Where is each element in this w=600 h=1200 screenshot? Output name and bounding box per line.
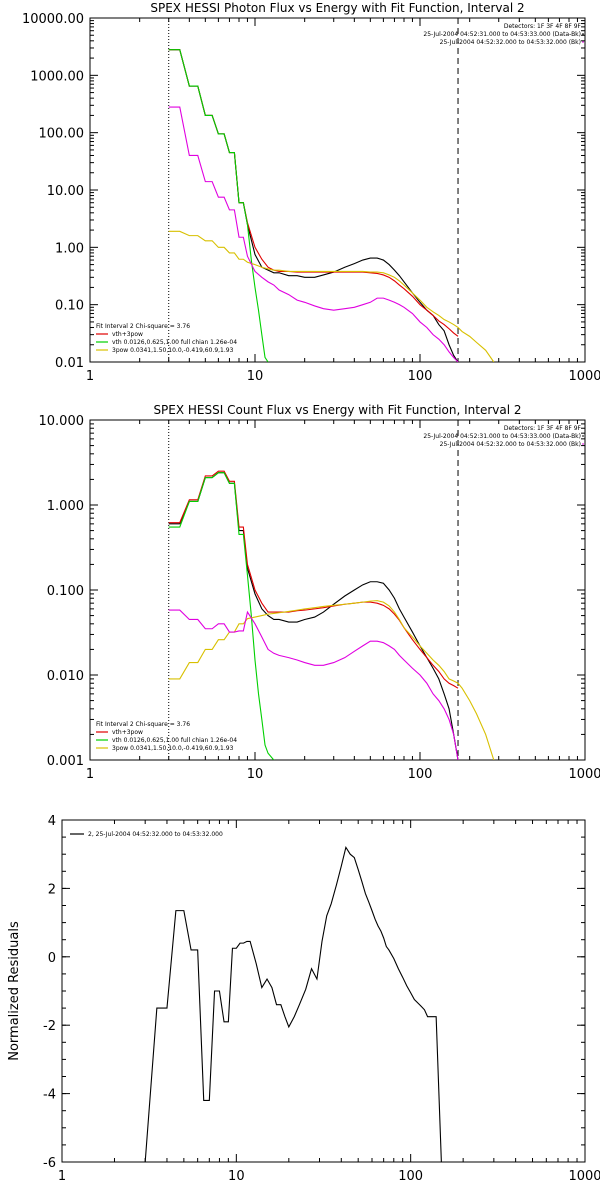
y-tick-label: 1000.00 — [30, 69, 84, 84]
x-tick-label: 1000 — [568, 369, 600, 384]
photon-flux-panel: SPEX HESSI Photon Flux vs Energy with Fi… — [22, 1, 600, 384]
series-line-3 — [168, 230, 495, 362]
y-tick-label: 0.100 — [47, 584, 84, 599]
series-line-1 — [168, 470, 459, 689]
x-tick-label: 100 — [398, 1169, 423, 1184]
info-line: Detectors: 1F 3F 4F 8F 9F — [504, 23, 582, 30]
y-tick-label: 0.001 — [47, 754, 84, 769]
legend-entry: 3pow 0.0341,1.50,10.0,-0.419,60.9,1.93 — [112, 745, 234, 752]
x-tick-label: 10 — [228, 1169, 245, 1184]
y-tick-label: 0.010 — [47, 669, 84, 684]
info-line: Detectors: 1F 3F 4F 8F 9F — [504, 425, 582, 432]
x-tick-label: 100 — [408, 767, 433, 782]
plot-area — [168, 18, 495, 362]
plot-frame — [61, 819, 586, 1163]
info-line: 25-Jul-2004 04:52:32.000 to 04:53:32.000… — [440, 441, 581, 448]
count-flux-panel: SPEX HESSI Count Flux vs Energy with Fit… — [39, 403, 600, 782]
plot-frame — [89, 17, 586, 363]
x-tick-label: 1000 — [568, 767, 600, 782]
y-tick-label: 2 — [48, 882, 56, 897]
y-tick-label: 0 — [48, 951, 56, 966]
legend-entry: Fit Interval 2 Chi-square = 3.76 — [96, 323, 190, 330]
y-tick-label: 10.00 — [47, 184, 84, 199]
plot-frame — [89, 419, 586, 761]
series-line-0 — [144, 845, 451, 1162]
y-tick-label: 100.00 — [39, 127, 85, 142]
info-line: 25-Jul-2004 04:52:31.000 to 04:53:33.000… — [423, 433, 581, 440]
y-tick-label: 0.10 — [55, 299, 84, 314]
y-tick-label: 1.00 — [55, 241, 84, 256]
info-line: 25-Jul-2004 04:52:32.000 to 04:53:32.000… — [440, 39, 581, 46]
x-tick-label: 100 — [408, 369, 433, 384]
x-tick-label: 1000 — [568, 1169, 600, 1184]
y-tick-label: 0.01 — [55, 356, 84, 371]
plot-area — [144, 845, 451, 1162]
y-tick-label: 10.000 — [39, 414, 85, 429]
chart-title: SPEX HESSI Count Flux vs Energy with Fit… — [153, 403, 521, 417]
legend-entry: vth+3pow — [112, 331, 143, 338]
x-tick-label: 1 — [86, 767, 94, 782]
legend-entry: vth 0.0126,0.625,1.00 full chian 1.26e-0… — [112, 339, 237, 346]
y-tick-label: -2 — [43, 1019, 56, 1034]
y-axis-label: Normalized Residuals — [7, 921, 22, 1061]
legend-entry: 2, 25-Jul-2004 04:52:32.000 to 04:53:32.… — [88, 831, 223, 838]
series-line-2 — [168, 472, 275, 760]
series-line-4 — [168, 106, 459, 362]
y-tick-label: 1.000 — [47, 499, 84, 514]
y-tick-label: 10000.00 — [22, 12, 84, 27]
x-tick-label: 10 — [247, 767, 264, 782]
legend-entry: Fit Interval 2 Chi-square = 3.76 — [96, 721, 190, 728]
series-line-2 — [168, 49, 269, 362]
x-tick-label: 1 — [58, 1169, 66, 1184]
x-tick-label: 10 — [247, 369, 264, 384]
series-line-3 — [168, 600, 495, 760]
residuals-panel: 1 10 100 1000 -6 -4 -2 0 2 4 Normalized Residuals 2… — [7, 814, 600, 1184]
plot-area — [168, 420, 495, 760]
info-line: 25-Jul-2004 04:52:31.000 to 04:53:33.000… — [423, 31, 581, 38]
series-line-1 — [168, 49, 459, 337]
chart-title: SPEX HESSI Photon Flux vs Energy with Fi… — [150, 1, 524, 15]
series-line-0 — [168, 472, 459, 760]
legend-entry: vth 0.0126,0.625,1.00 full chian 1.26e-0… — [112, 737, 237, 744]
x-tick-label: 1 — [86, 369, 94, 384]
y-tick-label: -6 — [43, 1156, 56, 1171]
legend-entry: 3pow 0.0341,1.50,10.0,-0.419,60.9,1.93 — [112, 347, 234, 354]
series-line-4 — [168, 609, 459, 760]
y-tick-label: -4 — [43, 1088, 56, 1103]
y-tick-label: 4 — [48, 814, 56, 829]
legend-entry: vth+3pow — [112, 729, 143, 736]
